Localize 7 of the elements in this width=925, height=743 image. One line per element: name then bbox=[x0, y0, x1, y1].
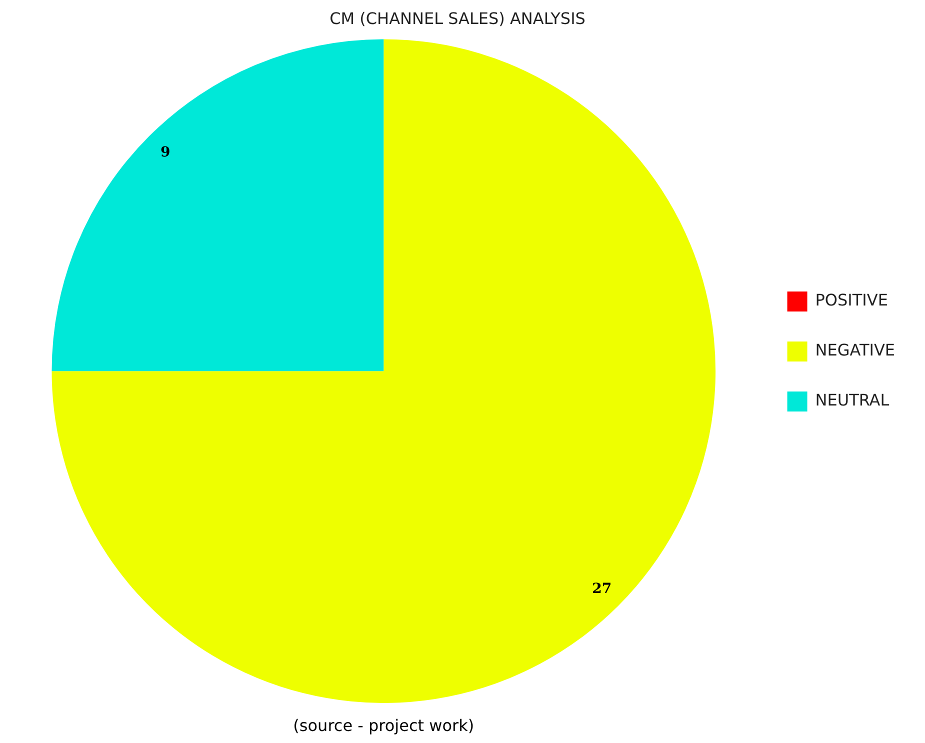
text: (source - project work) bbox=[293, 716, 474, 736]
legend-label: NEUTRAL bbox=[815, 390, 890, 410]
data-label: 27 bbox=[592, 581, 612, 597]
legend-label: POSITIVE bbox=[815, 290, 888, 310]
chart-title: CM (CHANNEL SALES) ANALYSIS bbox=[330, 8, 586, 28]
legend-label: NEGATIVE bbox=[815, 340, 896, 360]
data-label: 9 bbox=[160, 144, 170, 160]
